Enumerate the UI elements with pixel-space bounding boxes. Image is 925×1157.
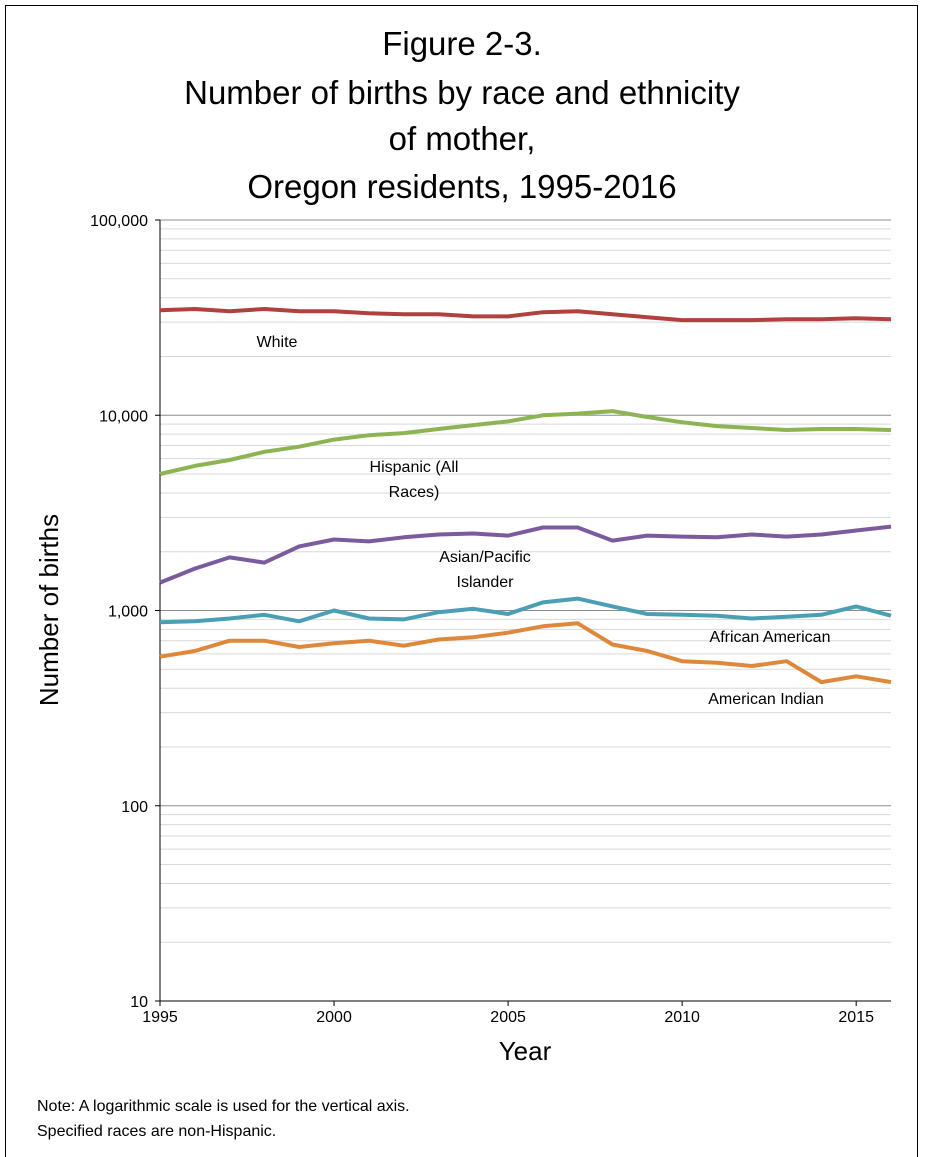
x-tick-label: 2010: [664, 1009, 700, 1026]
chart-title: Figure 2-3.: [382, 25, 542, 62]
y-tick-label: 100,000: [90, 213, 148, 230]
chart-title: of mother,: [389, 120, 536, 157]
y-axis-title: Number of births: [34, 514, 64, 706]
series-line: [159, 596, 892, 625]
chart-title: Oregon residents, 1995-2016: [247, 168, 676, 205]
note: Specified races are non-Hispanic.: [37, 1123, 276, 1140]
y-tick-label: 10: [130, 994, 148, 1011]
frame: [5, 5, 918, 1157]
series-label: Asian/Pacific Islander: [439, 549, 531, 591]
series-line: [159, 621, 892, 685]
note: Note: A logarithmic scale is used for th…: [37, 1098, 410, 1115]
y-tick-label: 10,000: [99, 408, 148, 425]
x-tick-label: 1995: [142, 1009, 178, 1026]
series-label: White: [257, 334, 298, 351]
x-tick-label: 2015: [838, 1009, 874, 1026]
series-label: American Indian: [708, 691, 824, 708]
chart-title: Number of births by race and ethnicity: [184, 74, 740, 111]
y-tick-label: 100: [121, 799, 148, 816]
y-tick-label: 1,000: [108, 604, 148, 621]
series-label: Hispanic (All Races): [370, 459, 459, 501]
series-line: [159, 307, 892, 323]
series-line: [159, 409, 892, 476]
x-axis-title: Year: [499, 1036, 552, 1066]
series-label: African American: [710, 629, 831, 646]
x-tick-label: 2000: [316, 1009, 352, 1026]
x-tick-label: 2005: [490, 1009, 526, 1026]
series-line: [159, 524, 892, 585]
